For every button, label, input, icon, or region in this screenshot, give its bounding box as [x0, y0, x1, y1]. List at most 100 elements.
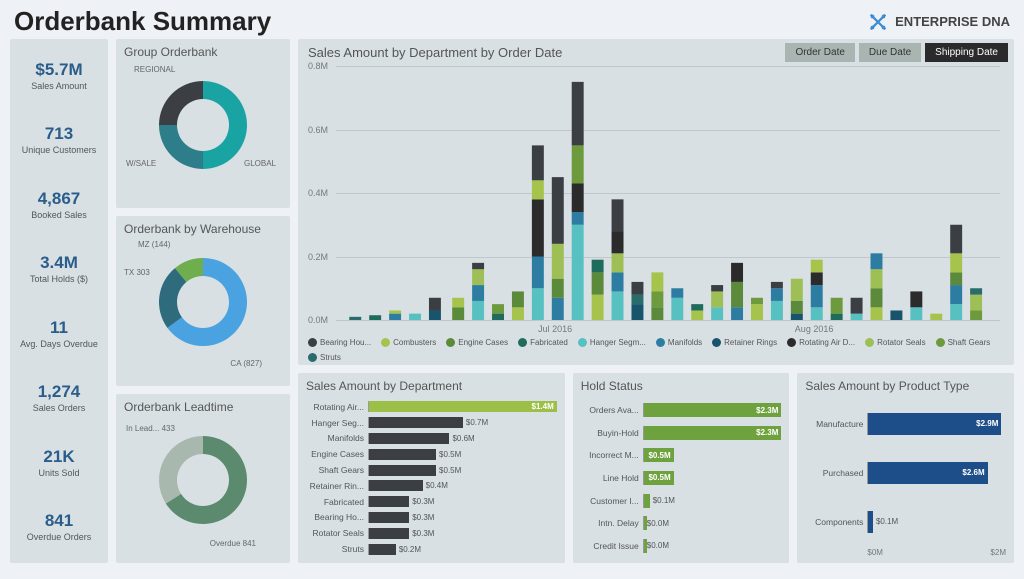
- kpi-label: Sales Orders: [10, 403, 108, 413]
- panel-title: Sales Amount by Product Type: [805, 379, 1006, 393]
- hbar-category: Manufacture: [805, 419, 867, 429]
- y-axis-tick: 0.0M: [308, 315, 328, 325]
- panel-orderbank-leadtime: Orderbank Leadtime Overdue 841In Lead...…: [116, 394, 290, 563]
- kpi-label: Overdue Orders: [10, 532, 108, 542]
- kpi-label: Total Holds ($): [10, 274, 108, 284]
- hbar-category: Manifolds: [306, 433, 368, 443]
- kpi-card: 1,274Sales Orders: [10, 382, 108, 413]
- stacked-bar-chart[interactable]: 0.0M0.2M0.4M0.6M0.8MJul 2016Aug 2016: [336, 66, 1000, 320]
- panel-sales-by-dept: Sales Amount by Department Rotating Air.…: [298, 373, 565, 563]
- legend-item[interactable]: Engine Cases: [446, 338, 508, 347]
- donut-chart-warehouse[interactable]: CA (827) TX 303 MZ (144): [124, 238, 282, 366]
- donut-slice-label: TX 303: [124, 268, 150, 277]
- donut-column: Group Orderbank GLOBAL W/SALE REGIONAL Ord…: [116, 39, 290, 563]
- hbar-chart-dept[interactable]: Rotating Air... $1.4M Hanger Seg... $0.7…: [306, 399, 557, 557]
- panel-sales-by-ptype: Sales Amount by Product Type Manufacture…: [797, 373, 1014, 563]
- donut-slice-label: CA (827): [230, 359, 262, 368]
- hbar-row[interactable]: Intn. Delay $0.0M: [581, 516, 782, 530]
- panel-main-chart: Sales Amount by Department by Order Date…: [298, 39, 1014, 365]
- chart-legend: Bearing Hou... Combusters Engine Cases Fabr…: [308, 338, 1004, 362]
- hbar-row[interactable]: Components $0.1M: [805, 511, 1006, 533]
- hbar-row[interactable]: Hanger Seg... $0.7M: [306, 417, 557, 428]
- panel-group-orderbank: Group Orderbank GLOBAL W/SALE REGIONAL: [116, 39, 290, 208]
- hbar-row[interactable]: Manifolds $0.6M: [306, 433, 557, 444]
- brand-logo: ENTERPRISE DNA: [867, 11, 1010, 33]
- hbar-row[interactable]: Engine Cases $0.5M: [306, 449, 557, 460]
- y-axis-tick: 0.8M: [308, 61, 328, 71]
- hbar-row[interactable]: Purchased $2.6M: [805, 462, 1006, 484]
- panel-title: Group Orderbank: [124, 45, 282, 59]
- hbar-row[interactable]: Line Hold $0.5M: [581, 471, 782, 485]
- hbar-row[interactable]: Struts $0.2M: [306, 544, 557, 555]
- hbar-category: Credit Issue: [581, 541, 643, 551]
- hbar-row[interactable]: Manufacture $2.9M: [805, 413, 1006, 435]
- y-axis-tick: 0.2M: [308, 252, 328, 262]
- panel-title: Orderbank by Warehouse: [124, 222, 282, 236]
- hbar-category: Shaft Gears: [306, 465, 368, 475]
- hbar-category: Incorrect M...: [581, 450, 643, 460]
- hbar-category: Intn. Delay: [581, 518, 643, 528]
- hbar-category: Retainer Rin...: [306, 481, 368, 491]
- panel-title: Orderbank Leadtime: [124, 400, 282, 414]
- donut-slice-label: GLOBAL: [244, 159, 276, 168]
- panel-hold-status: Hold Status Orders Ava... $2.3M Buyin-Ho…: [573, 373, 790, 563]
- legend-item[interactable]: Manifolds: [656, 338, 702, 347]
- donut-chart-leadtime[interactable]: Overdue 841In Lead... 433: [124, 416, 282, 544]
- hbar-row[interactable]: Rotating Air... $1.4M: [306, 401, 557, 412]
- legend-item[interactable]: Struts: [308, 353, 341, 362]
- kpi-value: 4,867: [10, 189, 108, 209]
- legend-item[interactable]: Shaft Gears: [936, 338, 991, 347]
- hbar-category: Hanger Seg...: [306, 418, 368, 428]
- hbar-row[interactable]: Fabricated $0.3M: [306, 496, 557, 507]
- hbar-row[interactable]: Incorrect M... $0.5M: [581, 448, 782, 462]
- hbar-row[interactable]: Shaft Gears $0.5M: [306, 465, 557, 476]
- hbar-row[interactable]: Orders Ava... $2.3M: [581, 403, 782, 417]
- donut-slice-label: REGIONAL: [134, 65, 175, 74]
- x-axis-tick: Aug 2016: [795, 324, 834, 334]
- donut-slice-label: W/SALE: [126, 159, 156, 168]
- chart-tabs: Order Date Due DateShipping Date: [785, 43, 1008, 62]
- chart-tab[interactable]: Order Date: [785, 43, 854, 62]
- panel-orderbank-warehouse: Orderbank by Warehouse CA (827) TX 303 MZ …: [116, 216, 290, 385]
- donut-slice-label: Overdue 841: [210, 539, 256, 548]
- donut-chart-group[interactable]: GLOBAL W/SALE REGIONAL: [124, 61, 282, 189]
- kpi-column: $5.7MSales Amount713Unique Customers4,86…: [10, 39, 108, 563]
- kpi-card: 11Avg. Days Overdue: [10, 318, 108, 349]
- kpi-value: 21K: [10, 447, 108, 467]
- chart-tab[interactable]: Shipping Date: [925, 43, 1008, 62]
- hbar-row[interactable]: Customer I... $0.1M: [581, 494, 782, 508]
- legend-item[interactable]: Rotator Seals: [865, 338, 925, 347]
- dna-icon: [867, 11, 889, 33]
- hbar-category: Customer I...: [581, 496, 643, 506]
- x-axis-tick: $2M: [990, 548, 1006, 557]
- kpi-card: 3.4MTotal Holds ($): [10, 253, 108, 284]
- panel-title: Sales Amount by Department: [306, 379, 557, 393]
- legend-item[interactable]: Retainer Rings: [712, 338, 777, 347]
- x-axis-tick: $0M: [867, 548, 883, 557]
- kpi-value: 1,274: [10, 382, 108, 402]
- hbar-row[interactable]: Buyin-Hold $2.3M: [581, 426, 782, 440]
- legend-item[interactable]: Rotating Air D...: [787, 338, 855, 347]
- legend-item[interactable]: Fabricated: [518, 338, 568, 347]
- kpi-label: Booked Sales: [10, 210, 108, 220]
- hbar-row[interactable]: Credit Issue $0.0M: [581, 539, 782, 553]
- hbar-chart-ptype[interactable]: Manufacture $2.9M Purchased $2.6M Compon…: [805, 399, 1006, 546]
- kpi-card: 21KUnits Sold: [10, 447, 108, 478]
- legend-item[interactable]: Combusters: [381, 338, 436, 347]
- donut-slice-label: MZ (144): [138, 240, 170, 249]
- hbar-row[interactable]: Retainer Rin... $0.4M: [306, 480, 557, 491]
- chart-tab[interactable]: Due Date: [859, 43, 921, 62]
- legend-item[interactable]: Hanger Segm...: [578, 338, 646, 347]
- kpi-label: Units Sold: [10, 468, 108, 478]
- kpi-label: Unique Customers: [10, 145, 108, 155]
- hbar-row[interactable]: Rotator Seals $0.3M: [306, 528, 557, 539]
- kpi-card: 841Overdue Orders: [10, 511, 108, 542]
- hbar-category: Line Hold: [581, 473, 643, 483]
- hbar-category: Buyin-Hold: [581, 428, 643, 438]
- legend-item[interactable]: Bearing Hou...: [308, 338, 371, 347]
- x-axis-tick: Jul 2016: [538, 324, 572, 334]
- hbar-category: Engine Cases: [306, 449, 368, 459]
- hbar-row[interactable]: Bearing Ho... $0.3M: [306, 512, 557, 523]
- hbar-category: Rotator Seals: [306, 528, 368, 538]
- hbar-chart-hold[interactable]: Orders Ava... $2.3M Buyin-Hold $2.3M Inc…: [581, 399, 782, 557]
